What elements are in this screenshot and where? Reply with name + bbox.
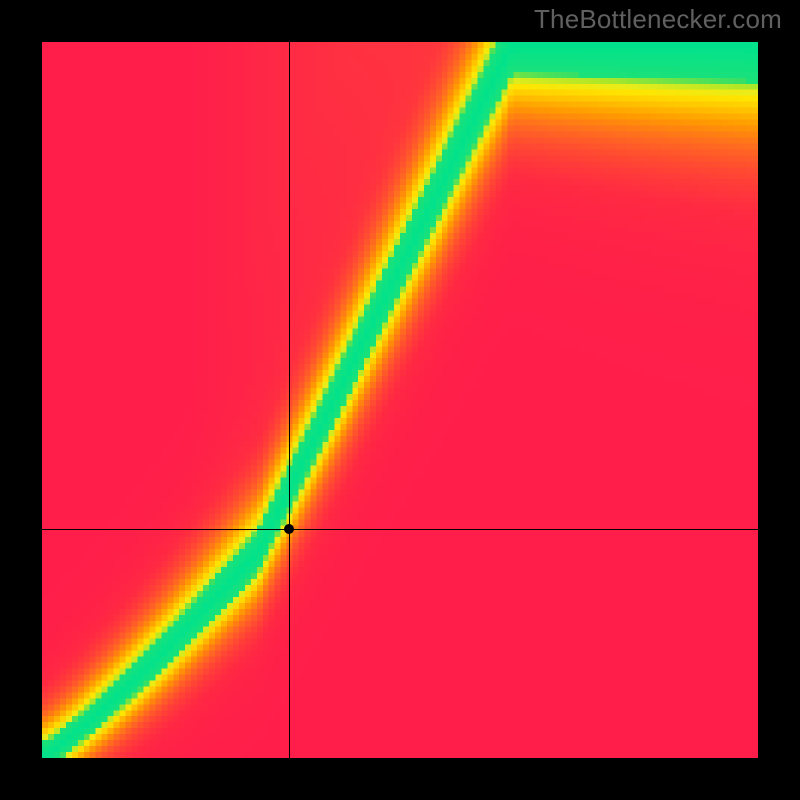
crosshair-horizontal [42, 529, 758, 530]
heatmap-canvas [42, 42, 758, 758]
plot-area [42, 42, 758, 758]
marker-dot [284, 524, 294, 534]
watermark-text: TheBottlenecker.com [534, 4, 782, 35]
crosshair-vertical [289, 42, 290, 758]
